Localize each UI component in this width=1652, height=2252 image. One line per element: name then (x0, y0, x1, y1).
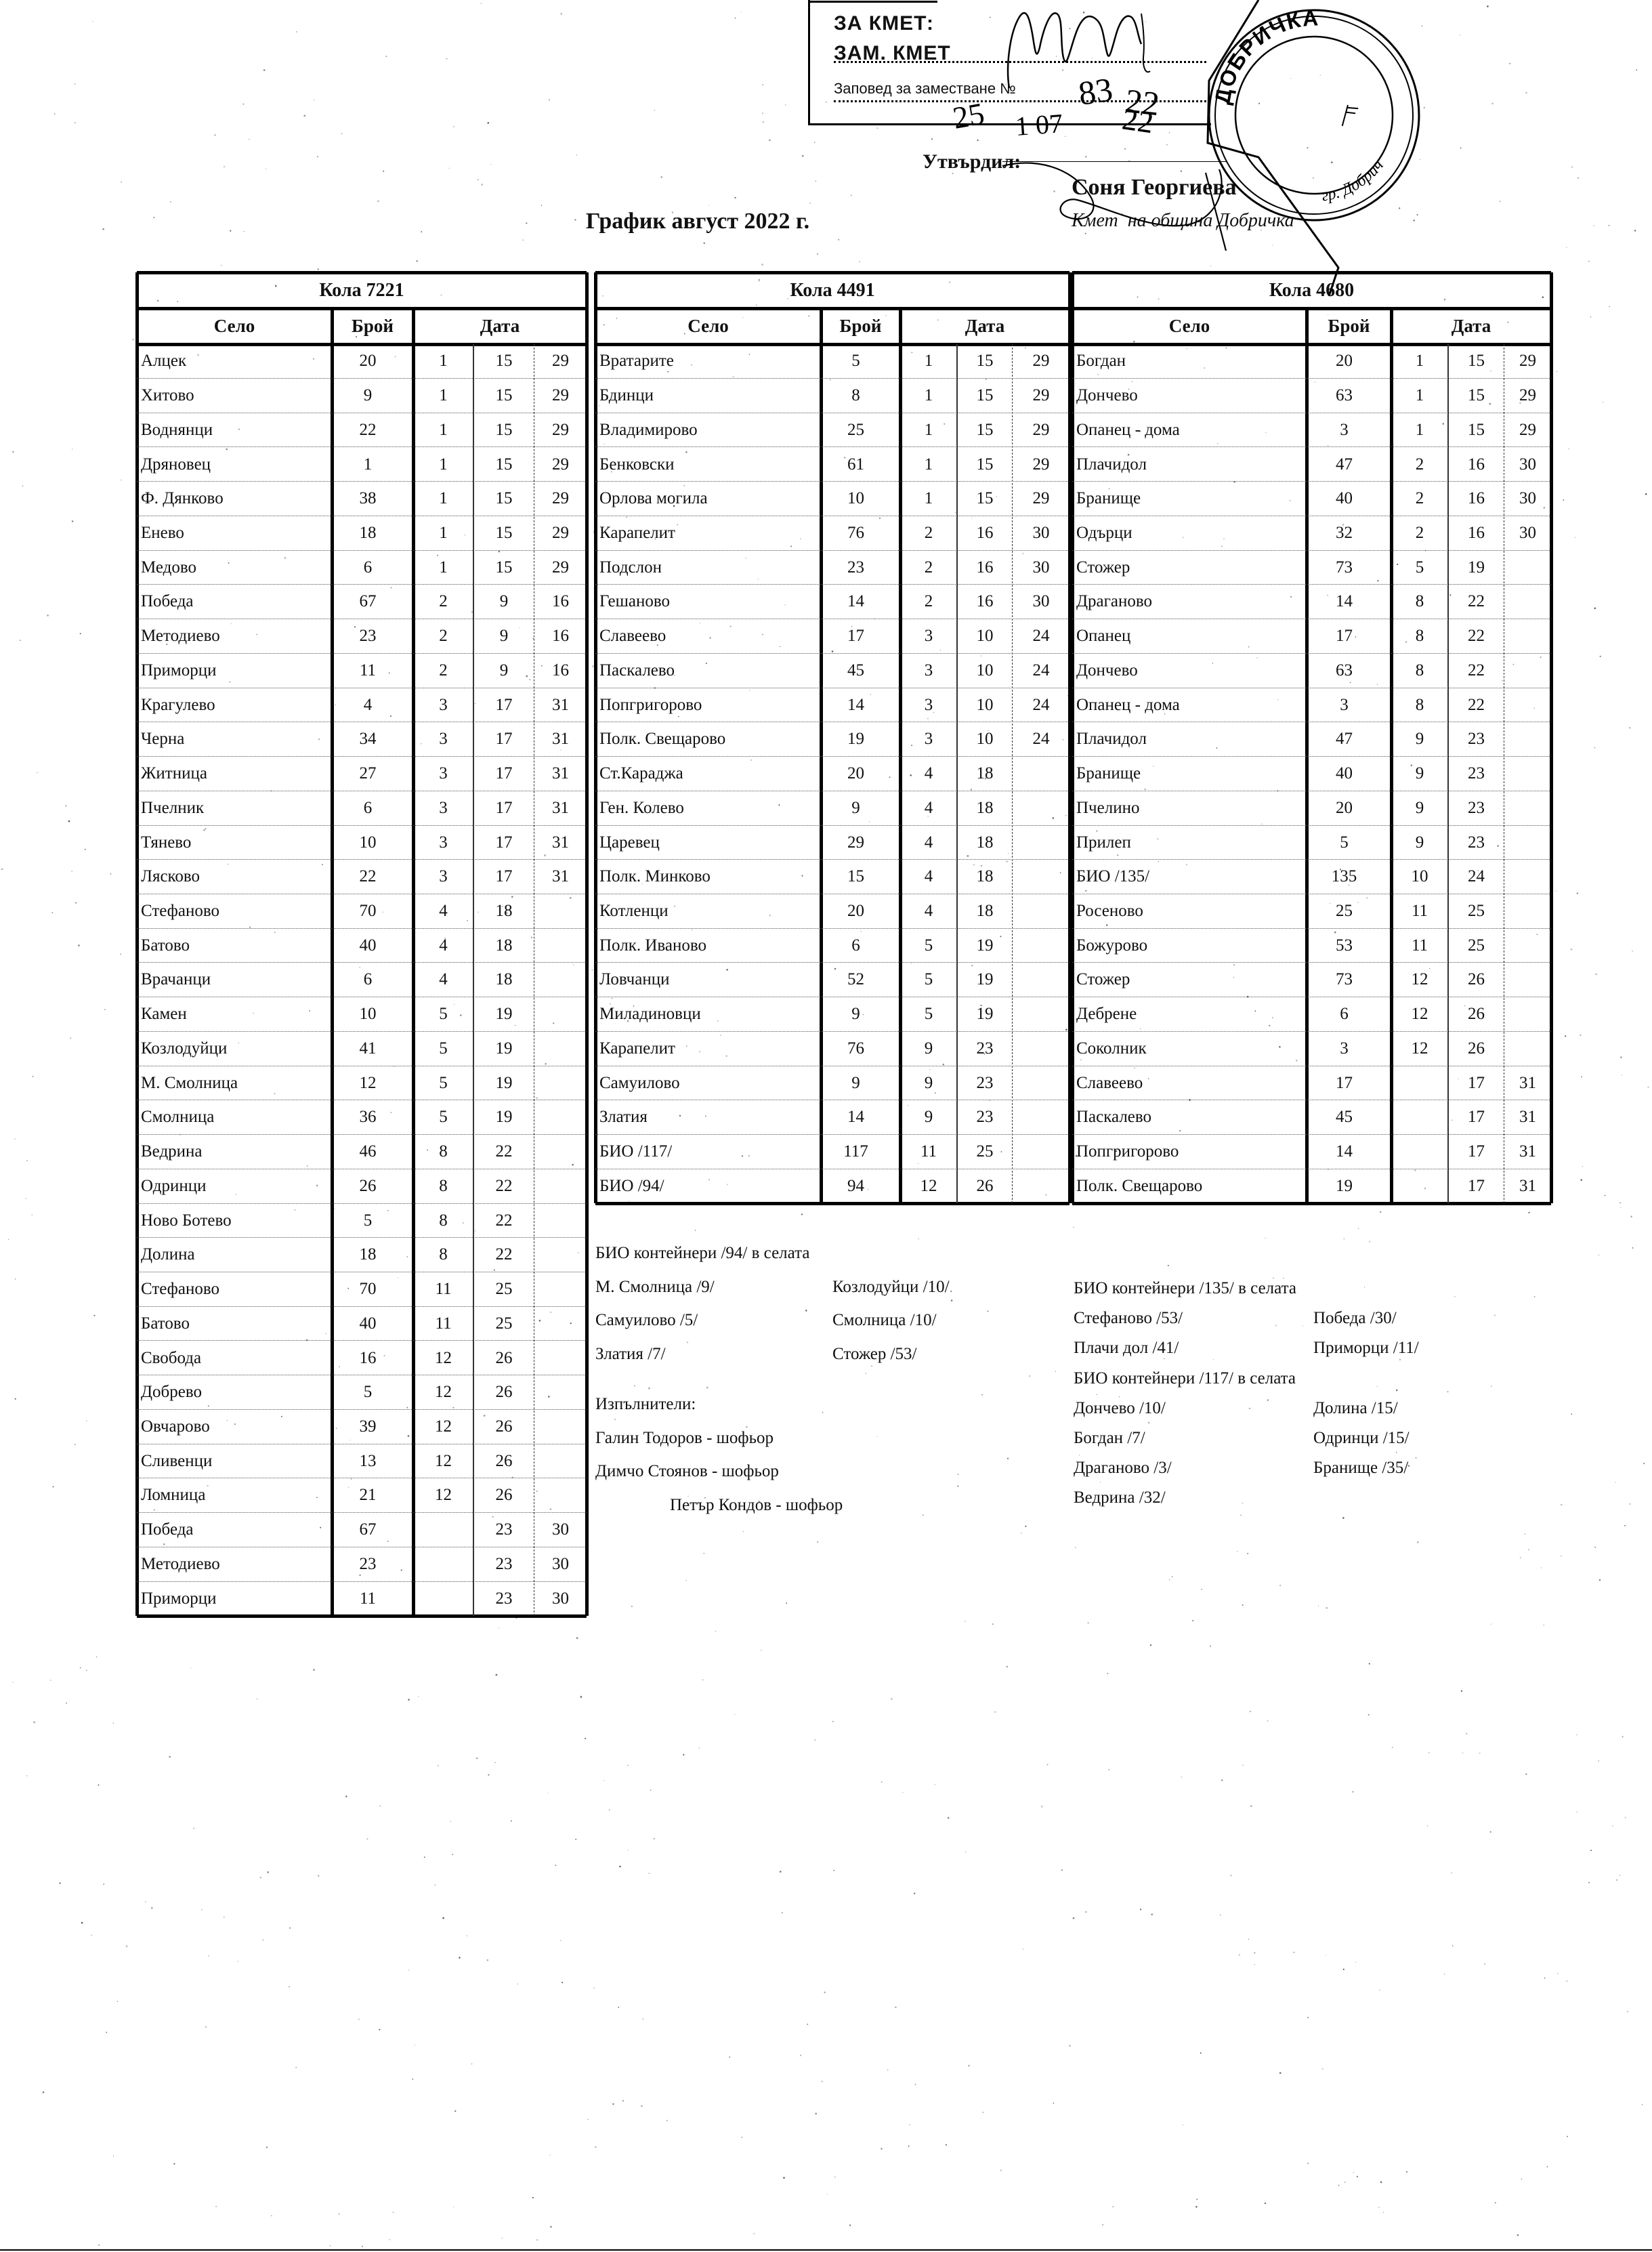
svg-text:22: 22 (1120, 101, 1156, 140)
svg-text:1 07: 1 07 (1014, 108, 1063, 142)
svg-text:25: 25 (950, 96, 987, 135)
svg-text:гр. Добрич: гр. Добрич (1321, 157, 1387, 205)
svg-text:ДОБРИЧКА: ДОБРИЧКА (1210, 5, 1320, 106)
